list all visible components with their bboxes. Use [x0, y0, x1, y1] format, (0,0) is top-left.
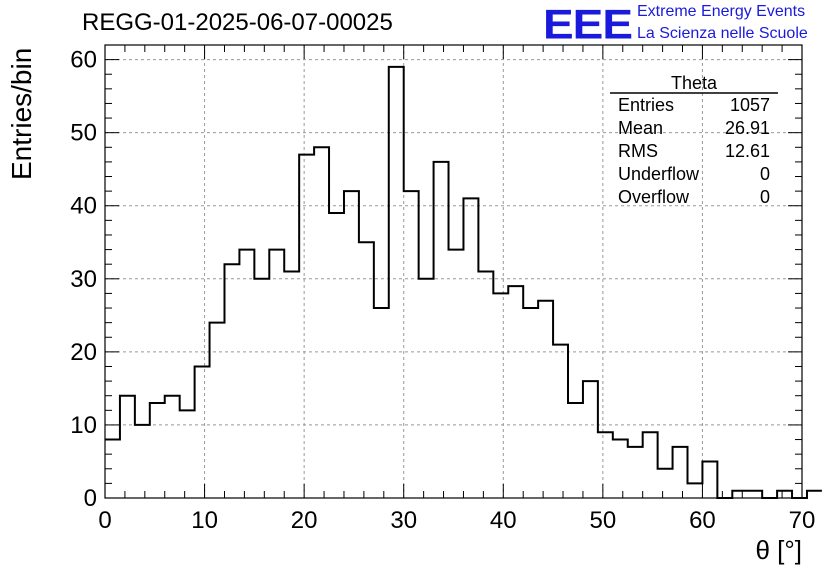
stats-box-title: Theta: [671, 73, 718, 93]
x-tick-label: 50: [590, 507, 617, 534]
y-tick-label: 50: [70, 120, 97, 147]
chart-title: REGG-01-2025-06-07-00025: [82, 9, 393, 36]
stats-row-value: 26.91: [725, 118, 770, 138]
x-tick-label: 60: [689, 507, 716, 534]
x-tick-label: 40: [490, 507, 517, 534]
logo-text-line1: Extreme Energy Events: [637, 3, 806, 20]
stats-row-label: Mean: [618, 118, 663, 138]
stats-row-label: Entries: [618, 95, 674, 115]
x-tick-label: 0: [98, 507, 111, 534]
y-tick-label: 60: [70, 47, 97, 74]
y-tick-label: 0: [84, 485, 97, 512]
y-tick-label: 30: [70, 266, 97, 293]
x-tick-label: 20: [291, 507, 318, 534]
y-tick-label: 10: [70, 412, 97, 439]
stats-row-value: 0: [760, 187, 770, 207]
x-tick-label: 30: [390, 507, 417, 534]
stats-row-label: RMS: [618, 141, 658, 161]
stats-row-value: 12.61: [725, 141, 770, 161]
logo-text-line2: La Scienza nelle Scuole: [637, 25, 808, 42]
stats-row-value: 0: [760, 164, 770, 184]
x-axis-label: θ [°]: [755, 535, 802, 565]
stats-row-label: Underflow: [618, 164, 700, 184]
stats-row-label: Overflow: [618, 187, 690, 207]
eee-logo: EEE: [543, 0, 633, 48]
x-tick-label: 10: [191, 507, 218, 534]
y-tick-label: 40: [70, 193, 97, 220]
plot-frame: [104, 44, 803, 499]
histogram-line: [105, 65, 822, 499]
stats-row-value: 1057: [730, 95, 770, 115]
x-tick-label: 70: [789, 507, 816, 534]
y-tick-label: 20: [70, 339, 97, 366]
